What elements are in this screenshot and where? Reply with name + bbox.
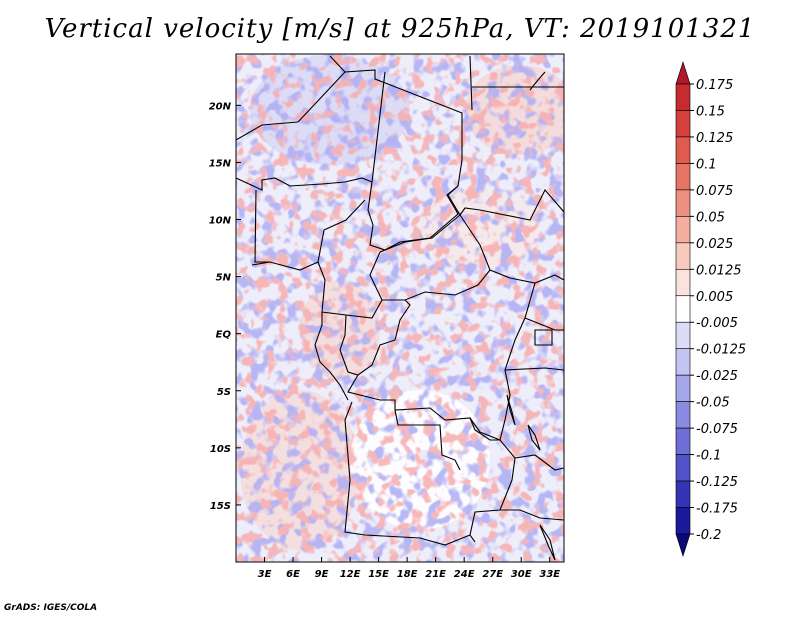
lon-tick-label: 21E [425, 569, 446, 580]
lon-tick-label: 15E [368, 569, 389, 580]
lon-tick-label: 6E [286, 569, 300, 580]
colorbar-label: 0.125 [696, 131, 733, 146]
colorbar: 0.175 0.15 0.125 0.1 0.075 0.05 0.025 0.0125 0.0… [675, 61, 746, 557]
colorbar-label: 0.005 [696, 290, 733, 305]
credit-label: GrADS: IGES/COLA [4, 603, 98, 613]
colorbar-swatch [675, 295, 691, 323]
map-frame [235, 53, 565, 563]
colorbar-swatch [675, 110, 691, 138]
colorbar-swatch [675, 216, 691, 244]
lon-tick-label: 18E [397, 569, 418, 580]
lat-tick-label: 15S [210, 501, 231, 512]
colorbar-swatch [675, 268, 691, 297]
colorbar-max-triangle [675, 61, 691, 85]
colorbar-label: -0.005 [696, 316, 738, 331]
lon-tick-label: 12E [340, 569, 361, 580]
lon-tick-label: 27E [482, 569, 503, 580]
colorbar-label: -0.025 [696, 369, 738, 384]
political-boundaries [235, 55, 565, 561]
lon-tick-label: 33E [539, 569, 560, 580]
colorbar-label: 0.025 [696, 237, 733, 252]
lon-tick-label: 30E [511, 569, 532, 580]
colorbar-swatch [675, 189, 691, 217]
colorbar-min-triangle [675, 533, 691, 557]
colorbar-swatch [675, 507, 691, 535]
colorbar-label: -0.05 [696, 396, 730, 411]
colorbar-swatch [675, 242, 691, 270]
colorbar-swatch [675, 480, 691, 508]
latitude-axis: 20N 15N 10N 5N EQ 5S 10S 15S [209, 101, 241, 512]
colorbar-swatch [675, 374, 691, 402]
colorbar-swatch [675, 321, 691, 350]
colorbar-label: -0.0125 [696, 343, 746, 358]
colorbar-label: 0.05 [696, 210, 725, 225]
colorbar-swatch [675, 163, 691, 191]
lon-tick-label: 3E [258, 569, 272, 580]
colorbar-swatch [675, 401, 691, 429]
colorbar-label: 0.175 [696, 78, 733, 93]
colorbar-swatch [675, 427, 691, 455]
colorbar-label: -0.075 [696, 422, 738, 437]
velocity-field [236, 54, 564, 562]
lat-tick-label: 5N [216, 273, 232, 284]
lat-tick-label: 10N [209, 216, 232, 227]
colorbar-label: -0.2 [696, 528, 721, 543]
colorbar-swatch [675, 454, 691, 482]
map-title: Vertical velocity [m/s] at 925hPa, VT: 2… [44, 14, 756, 44]
lon-tick-label: 9E [315, 569, 329, 580]
colorbar-label: 0.0125 [696, 263, 742, 278]
colorbar-swatch [675, 83, 691, 111]
colorbar-label: 0.075 [696, 184, 733, 199]
longitude-axis: 3E 6E 9E 12E 15E 18E 21E 24E 27E 30E 33E [258, 557, 560, 580]
lat-tick-label: EQ [216, 330, 232, 341]
colorbar-label: -0.175 [696, 502, 738, 517]
colorbar-swatch [675, 136, 691, 164]
colorbar-label: -0.125 [696, 475, 738, 490]
colorbar-swatch [675, 348, 691, 376]
lat-tick-label: 20N [209, 101, 232, 112]
lat-tick-label: 5S [217, 387, 231, 398]
lon-tick-label: 24E [454, 569, 475, 580]
lat-tick-label: 10S [210, 444, 231, 455]
lat-tick-label: 15N [209, 158, 232, 169]
colorbar-label: 0.1 [696, 157, 717, 172]
colorbar-label: 0.15 [696, 104, 725, 119]
colorbar-label: -0.1 [696, 449, 721, 464]
